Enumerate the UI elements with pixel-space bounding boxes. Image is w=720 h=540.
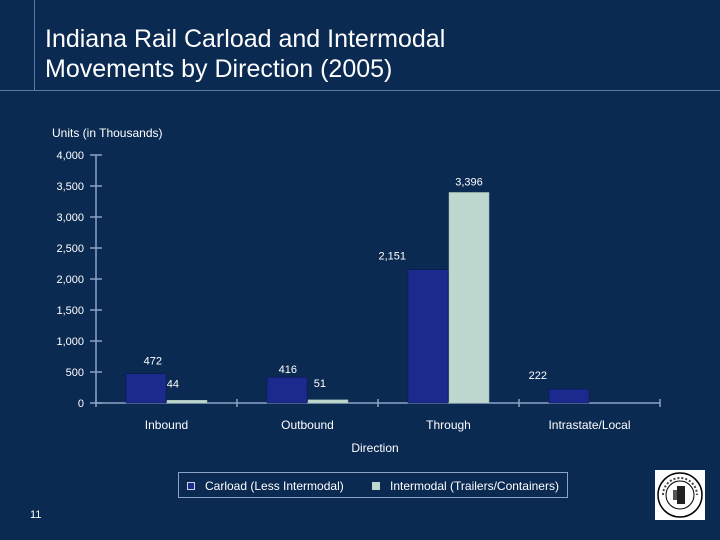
- y-tick-label: 3,000: [56, 212, 84, 224]
- x-axis-label: Direction: [351, 441, 399, 455]
- bar-carload: [125, 373, 167, 404]
- bar-chart: 0 500 1,000 1,500 2,000 2,500 3,000 3,500 4,000 4…: [56, 150, 661, 432]
- y-tick-label: 1,500: [56, 305, 84, 317]
- legend-swatch-intermodal: [372, 482, 380, 490]
- legend-item-carload: Carload (Less Intermodal): [187, 479, 344, 493]
- bar-intermodal: [307, 399, 349, 404]
- y-tick-label: 2,500: [56, 243, 84, 255]
- legend-label-intermodal: Intermodal (Trailers/Containers): [390, 479, 559, 493]
- bar-carload: [266, 376, 308, 404]
- x-tick-label: Through: [426, 418, 471, 432]
- indiana-state-seal-icon: [655, 470, 705, 520]
- y-tick-label: 2,000: [56, 274, 84, 286]
- x-tick-label: Intrastate/Local: [548, 418, 630, 432]
- data-label-carload: 2,151: [378, 251, 406, 263]
- bar-intermodal: [448, 192, 490, 404]
- y-tick-label: 0: [78, 398, 84, 410]
- slide-title-line-2: Movements by Direction (2005): [45, 55, 393, 83]
- bar-intermodal: [166, 400, 208, 404]
- chart-legend: Carload (Less Intermodal) Intermodal (Tr…: [178, 472, 568, 498]
- decorative-horizontal-rule: [0, 90, 720, 91]
- data-label-carload: 472: [144, 356, 162, 368]
- y-tick-label: 4,000: [56, 150, 84, 162]
- y-tick-label: 500: [66, 367, 84, 379]
- data-label-carload: 416: [279, 364, 297, 376]
- x-tick-label: Outbound: [281, 418, 334, 432]
- slide-title-line-1: Indiana Rail Carload and Intermodal: [45, 25, 446, 53]
- page-number: 11: [30, 509, 42, 521]
- x-tick-label: Inbound: [145, 418, 188, 432]
- data-label-intermodal: 51: [314, 378, 326, 390]
- y-tick-label: 1,000: [56, 336, 84, 348]
- bar-carload: [407, 269, 449, 404]
- legend-item-intermodal: Intermodal (Trailers/Containers): [372, 479, 559, 493]
- legend-label-carload: Carload (Less Intermodal): [205, 479, 344, 493]
- data-label-carload: 222: [529, 370, 547, 382]
- slide-title: Indiana Rail Carload and Intermodal Move…: [45, 24, 685, 84]
- data-label-intermodal: 44: [167, 378, 179, 390]
- bar-carload: [548, 388, 590, 404]
- y-tick-label: 3,500: [56, 181, 84, 193]
- decorative-vertical-rule: [34, 0, 35, 90]
- data-label-intermodal: 3,396: [455, 176, 483, 188]
- y-axis-label: Units (in Thousands): [52, 126, 163, 140]
- legend-swatch-carload: [187, 482, 195, 490]
